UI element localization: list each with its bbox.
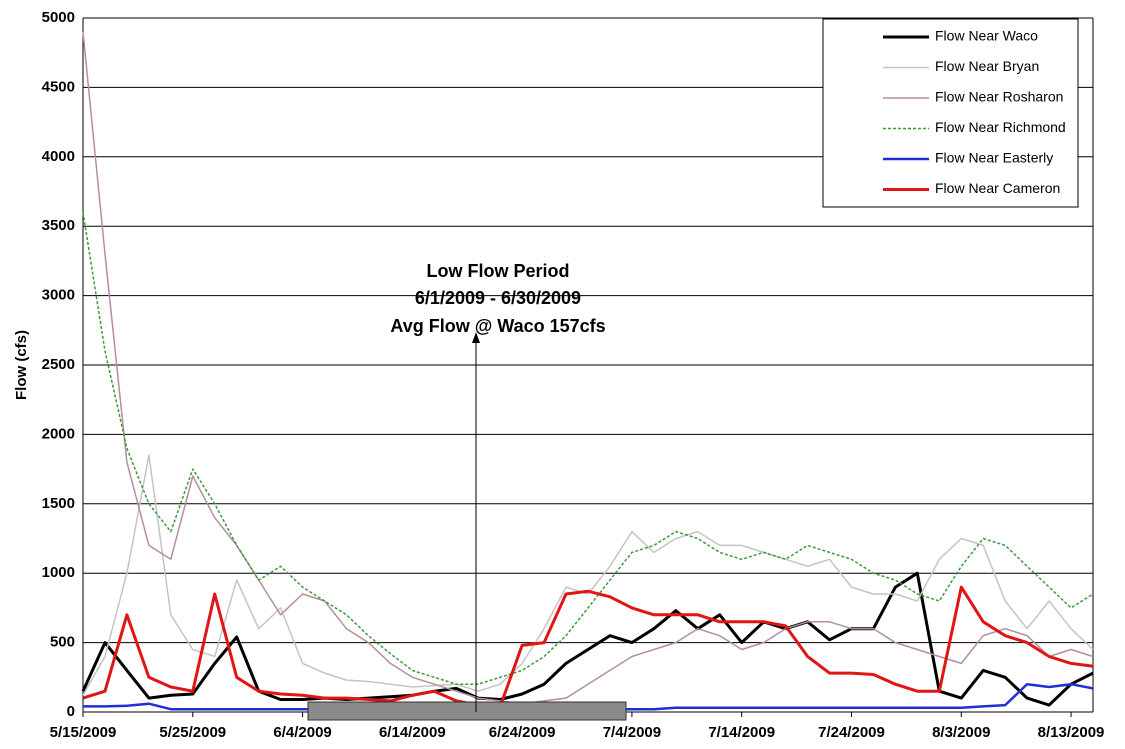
y-tick-label: 2000 — [42, 425, 75, 442]
y-tick-label: 1500 — [42, 495, 75, 512]
y-axis-label: Flow (cfs) — [13, 330, 30, 400]
y-tick-label: 1000 — [42, 564, 75, 581]
y-tick-label: 3000 — [42, 287, 75, 304]
low-flow-box — [307, 701, 627, 721]
y-tick-label: 3500 — [42, 217, 75, 234]
legend-label: Flow Near Cameron — [935, 180, 1060, 196]
y-tick-label: 5000 — [42, 9, 75, 26]
x-tick-label: 7/4/2009 — [603, 724, 661, 741]
legend-label: Flow Near Bryan — [935, 58, 1039, 74]
series-line — [81, 571, 1094, 707]
y-tick-label: 2500 — [42, 356, 75, 373]
series-line — [82, 585, 1094, 708]
legend-label: Flow Near Rosharon — [935, 89, 1063, 105]
series-line — [82, 212, 1094, 685]
x-tick-label: 5/15/2009 — [50, 724, 117, 741]
x-tick-label: 5/25/2009 — [159, 724, 226, 741]
x-tick-label: 6/24/2009 — [489, 724, 556, 741]
x-tick-label: 7/14/2009 — [708, 724, 775, 741]
legend-box — [822, 18, 1079, 208]
y-tick-label: 500 — [50, 634, 75, 651]
legend-label: Flow Near Easterly — [935, 150, 1053, 166]
x-tick-label: 8/3/2009 — [932, 724, 990, 741]
annotation-line: 6/1/2009 - 6/30/2009 — [415, 288, 581, 308]
legend-label: Flow Near Waco — [935, 28, 1038, 44]
y-tick-label: 4500 — [42, 78, 75, 95]
y-tick-label: 4000 — [42, 148, 75, 165]
legend-label: Flow Near Richmond — [935, 119, 1066, 135]
y-tick-label: 0 — [67, 703, 75, 720]
annotation-line: Avg Flow @ Waco 157cfs — [390, 316, 605, 336]
x-tick-label: 6/4/2009 — [273, 724, 331, 741]
annotation-line: Low Flow Period — [427, 261, 570, 281]
series-line — [82, 454, 1094, 696]
x-tick-label: 8/13/2009 — [1038, 724, 1105, 741]
plot-area — [81, 17, 1094, 717]
x-tick-label: 6/14/2009 — [379, 724, 446, 741]
arrow-head — [472, 332, 480, 343]
x-tick-label: 7/24/2009 — [818, 724, 885, 741]
